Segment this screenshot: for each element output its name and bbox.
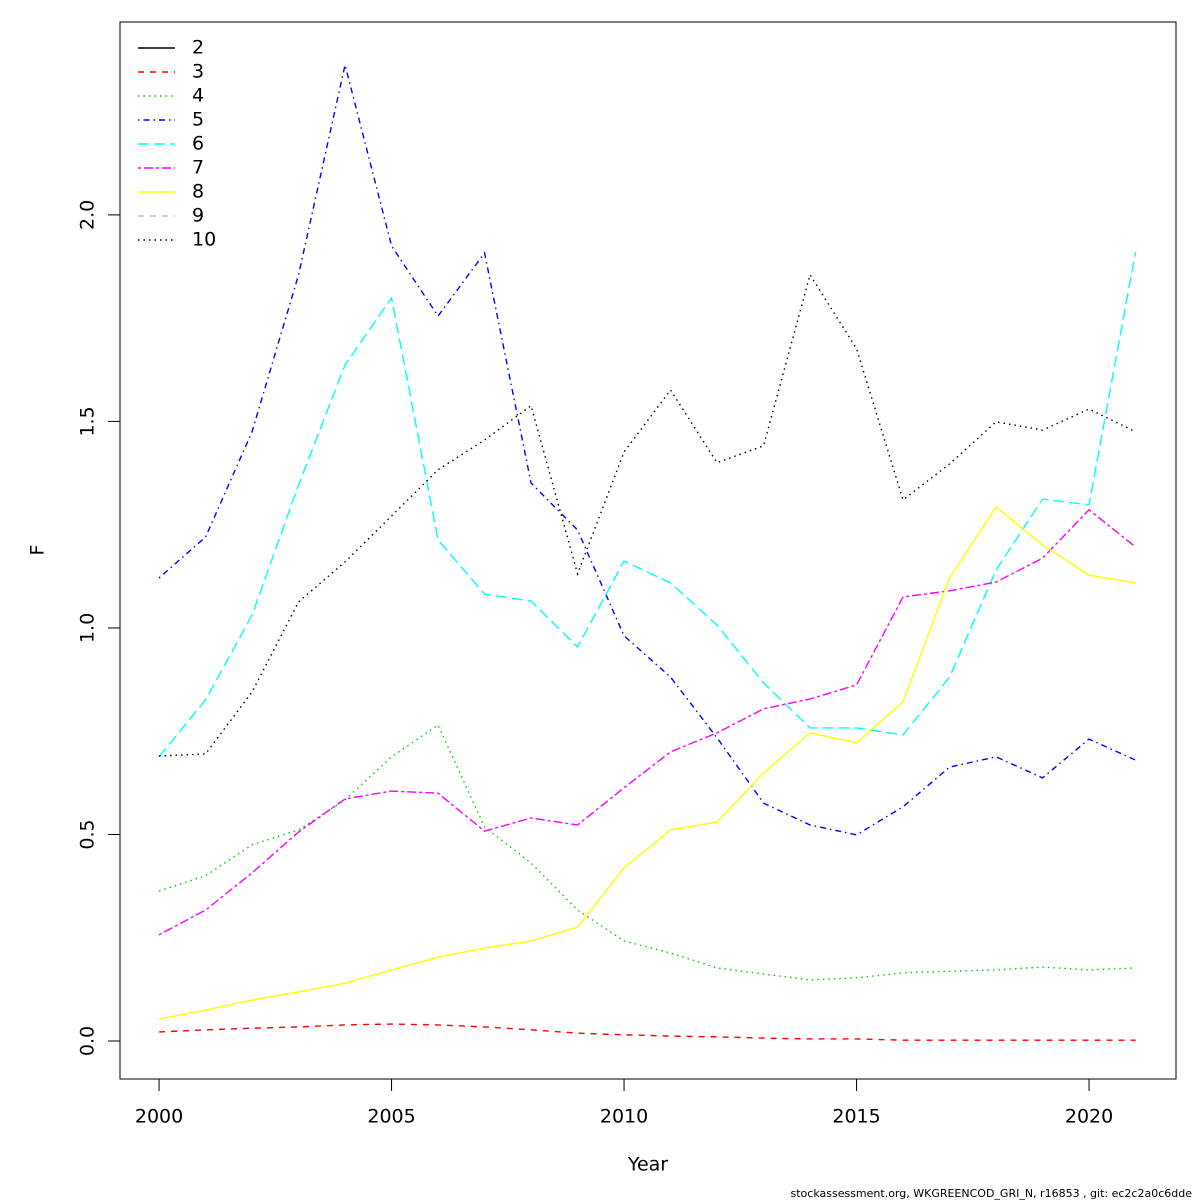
legend-label: 6: [192, 133, 204, 155]
x-tick-label: 2000: [135, 1106, 183, 1128]
series-line: [158, 508, 1136, 936]
y-tick-label: 0.0: [77, 1026, 99, 1056]
x-tick-label: 2015: [832, 1106, 880, 1128]
series-line: [159, 1023, 1136, 1041]
y-tick-label: 1.0: [77, 613, 99, 643]
series-line: [158, 723, 1136, 981]
legend-label: 2: [192, 37, 204, 59]
caption: stockassessment.org, WKGREENCOD_GRI_N, r…: [791, 1187, 1193, 1200]
x-tick-label: 2020: [1065, 1106, 1113, 1128]
series-line: [158, 505, 1136, 1020]
y-tick-label: 1.5: [77, 406, 99, 436]
x-tick-label: 2005: [367, 1106, 415, 1128]
y-tick-label: 0.5: [77, 819, 99, 849]
legend-label: 10: [192, 229, 216, 251]
y-tick-label: 2.0: [77, 200, 99, 230]
series-line: [159, 273, 1136, 757]
legend-label: 9: [192, 205, 204, 227]
y-axis-label: F: [27, 545, 49, 556]
plot-frame: [119, 21, 1177, 1080]
series-line: [158, 251, 1137, 758]
legend-label: 8: [192, 181, 204, 203]
legend-label: 4: [192, 85, 204, 107]
legend-label: 5: [192, 109, 204, 131]
x-tick-label: 2010: [600, 1106, 648, 1128]
x-axis-label: Year: [627, 1154, 668, 1176]
legend-label: 7: [192, 157, 204, 179]
series-line: [158, 64, 1136, 836]
legend-label: 3: [192, 61, 204, 83]
